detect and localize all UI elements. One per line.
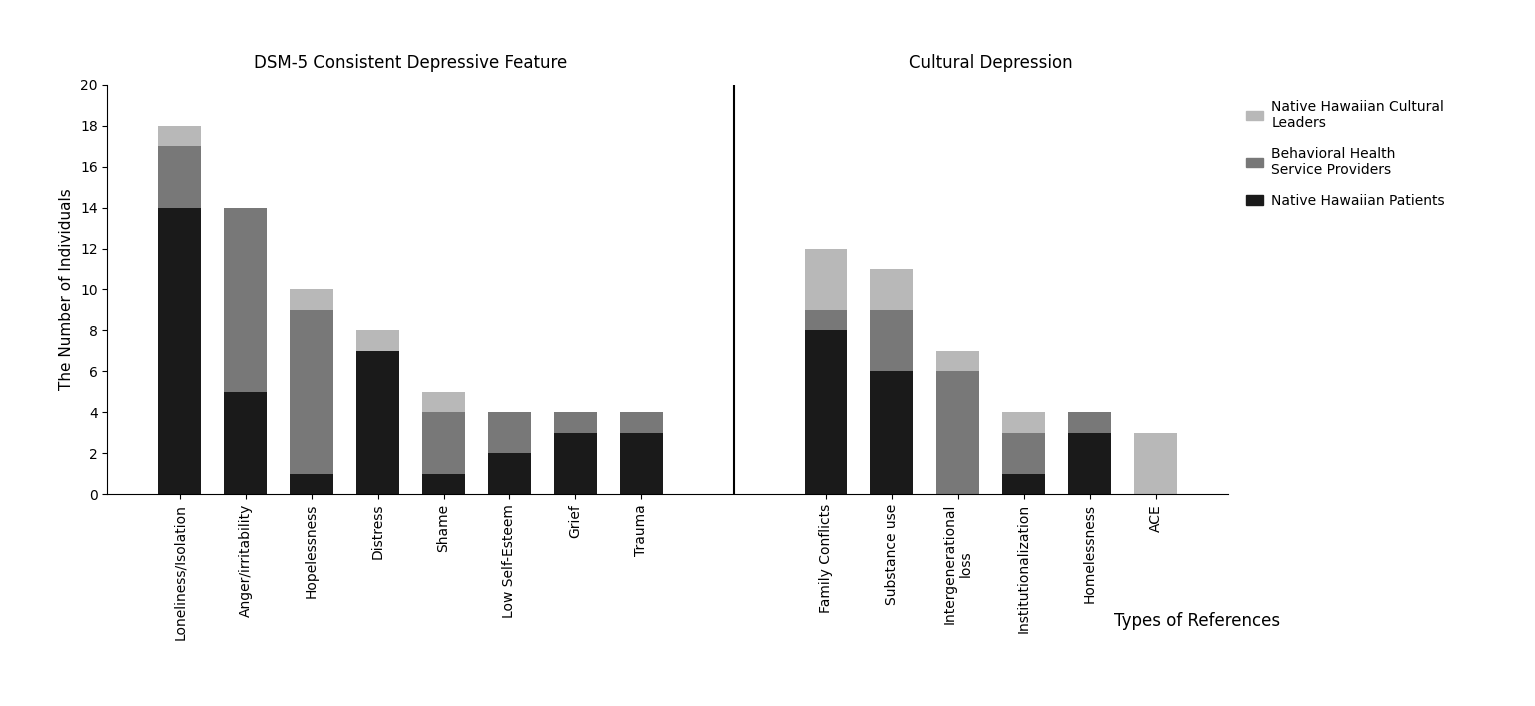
Bar xyxy=(422,412,465,474)
Bar xyxy=(1002,433,1045,474)
Bar xyxy=(554,433,597,494)
Bar xyxy=(936,351,979,371)
Bar xyxy=(936,371,979,494)
Bar xyxy=(870,310,913,371)
Bar xyxy=(620,433,663,494)
Bar xyxy=(356,330,399,351)
Y-axis label: The Number of Individuals: The Number of Individuals xyxy=(60,189,74,390)
Bar xyxy=(356,351,399,494)
Bar xyxy=(1068,412,1111,433)
Bar xyxy=(158,208,201,494)
Text: Cultural Depression: Cultural Depression xyxy=(909,54,1073,73)
Bar xyxy=(224,392,267,494)
Bar xyxy=(870,371,913,494)
Bar xyxy=(422,392,465,412)
Bar xyxy=(158,146,201,208)
Bar xyxy=(290,310,333,474)
Bar xyxy=(620,412,663,433)
Bar xyxy=(870,269,913,310)
Legend: Native Hawaiian Cultural
Leaders, Behavioral Health
Service Providers, Native Ha: Native Hawaiian Cultural Leaders, Behavi… xyxy=(1246,100,1444,208)
Bar xyxy=(1068,433,1111,494)
Text: DSM-5 Consistent Depressive Feature: DSM-5 Consistent Depressive Feature xyxy=(253,54,568,73)
Bar xyxy=(488,453,531,494)
Bar xyxy=(554,412,597,433)
Bar xyxy=(290,474,333,494)
Bar xyxy=(488,412,531,453)
Bar xyxy=(1002,474,1045,494)
Bar xyxy=(1002,412,1045,433)
Text: Types of References: Types of References xyxy=(1114,612,1280,630)
Bar xyxy=(804,330,847,494)
Bar xyxy=(804,249,847,310)
Bar xyxy=(422,474,465,494)
Bar xyxy=(290,289,333,310)
Bar xyxy=(804,310,847,330)
Bar xyxy=(1134,433,1177,494)
Bar xyxy=(224,208,267,392)
Bar xyxy=(158,126,201,146)
